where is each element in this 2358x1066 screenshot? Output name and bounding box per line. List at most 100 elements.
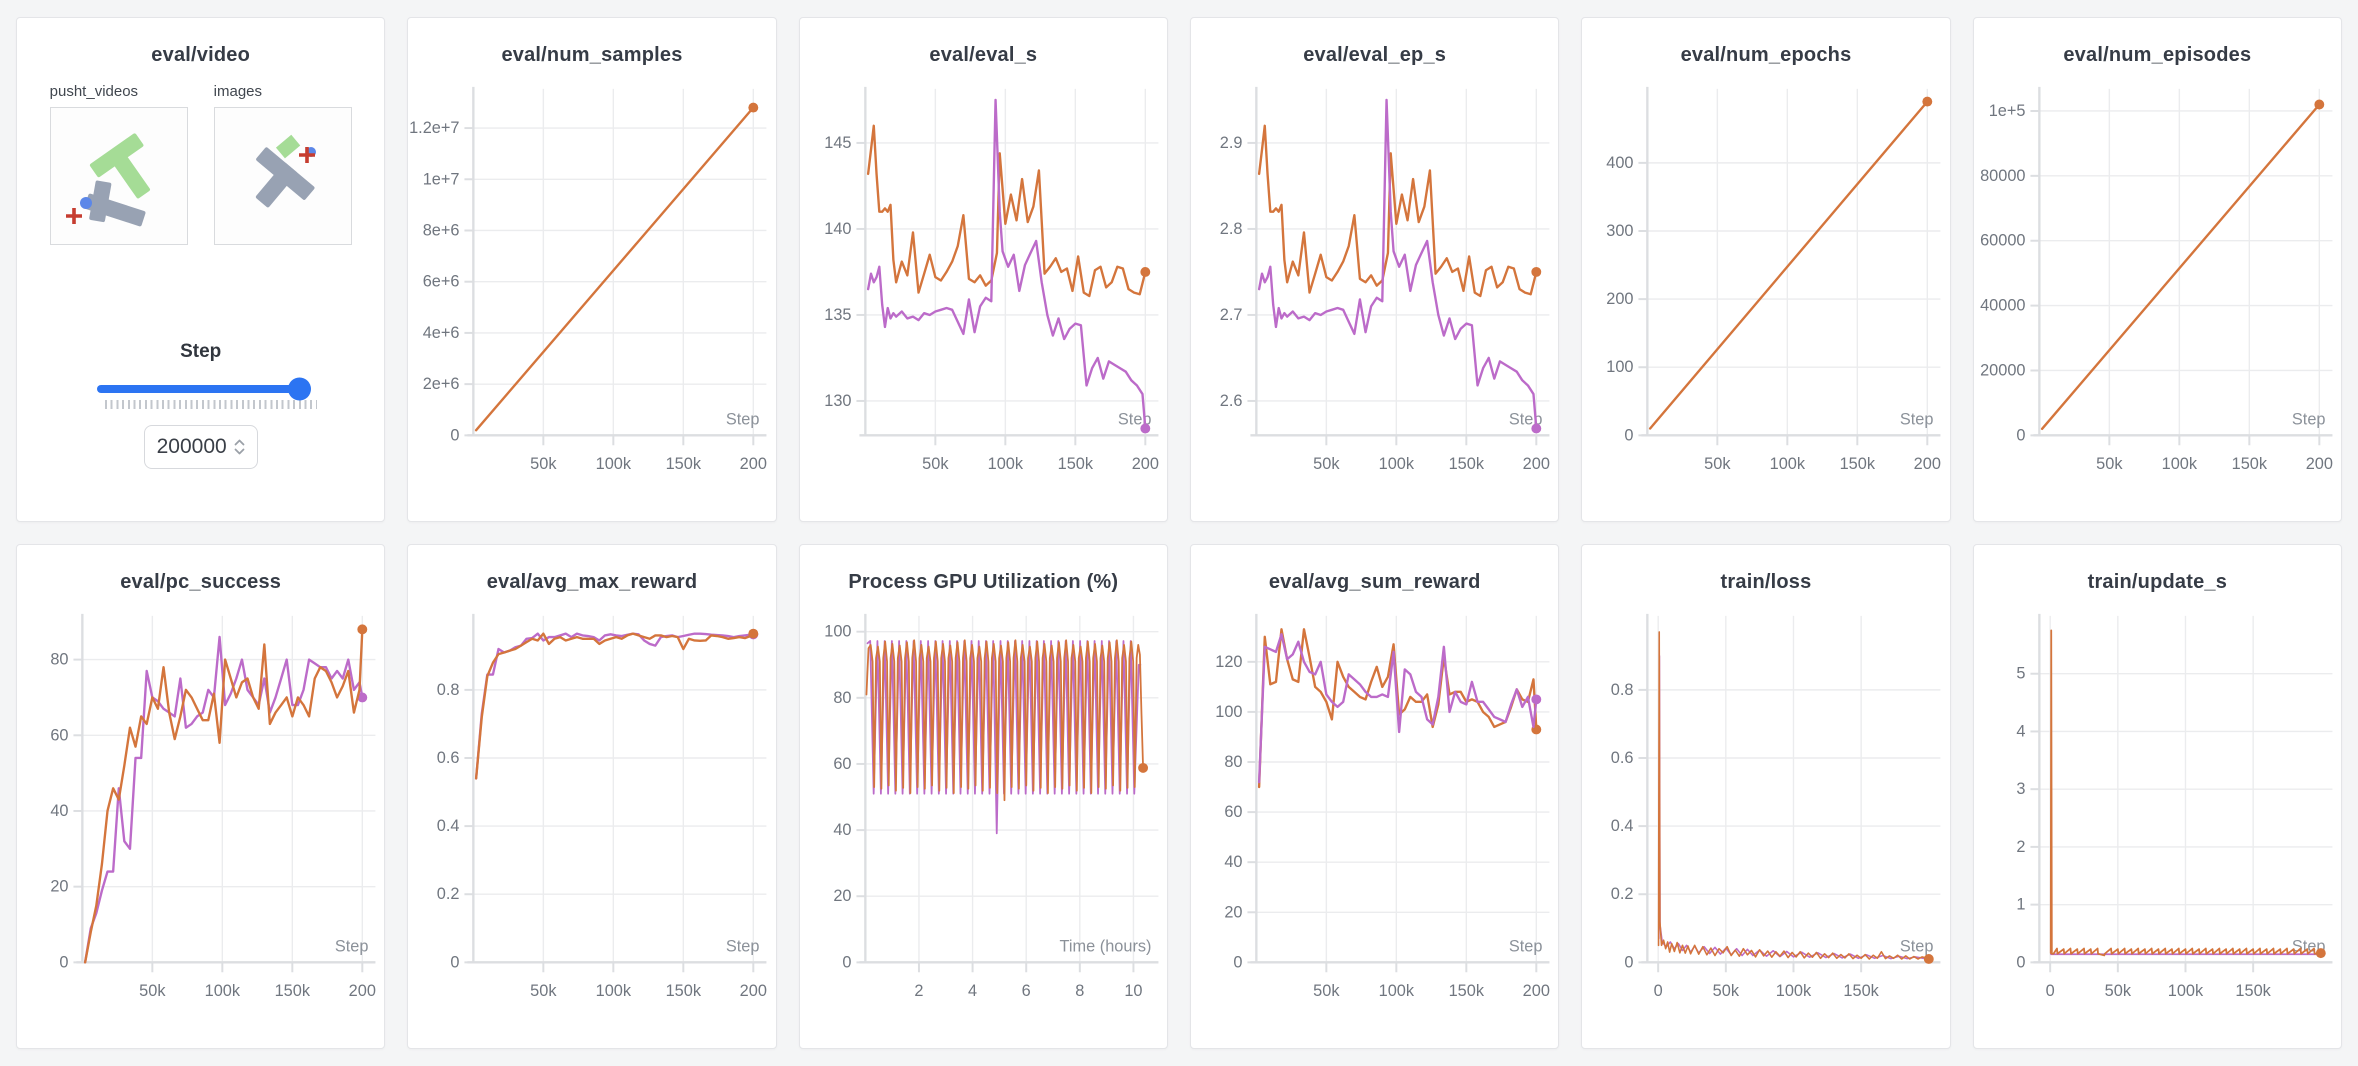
svg-text:150k: 150k [1844,982,1880,1000]
svg-text:Time (hours): Time (hours) [1059,937,1151,955]
pusht-block-t-shape [84,180,146,227]
step-input[interactable]: 200000 [143,425,258,469]
svg-text:100k: 100k [1776,982,1812,1000]
svg-text:120: 120 [1215,653,1242,671]
chart-panel-train-loss: train/loss 0 0.2 0.4 0.6 0.8 0 50k 100k 150k Step [1581,544,1951,1049]
chart-canvas[interactable]: 0 20000 40000 60000 80000 1e+5 50k 100k 150k 200 S… [1974,71,2341,513]
svg-text:50k: 50k [2096,455,2123,473]
svg-text:2.8: 2.8 [1220,220,1243,238]
chevron-up-icon[interactable] [234,439,245,446]
svg-text:100k: 100k [596,455,632,473]
svg-text:Step: Step [2292,410,2326,428]
step-slider-track[interactable] [96,385,305,393]
step-input-value[interactable]: 200000 [156,435,227,458]
svg-text:2.7: 2.7 [1220,306,1243,324]
svg-text:400: 400 [1607,154,1634,172]
pusht-block-t-shape [255,134,315,208]
svg-text:80: 80 [833,689,851,707]
svg-text:4: 4 [968,982,977,1000]
chart-panel-avg-max-reward: eval/avg_max_reward 0 0.2 0.4 0.6 0.8 50k 100k… [407,544,777,1049]
svg-text:100k: 100k [1379,982,1415,1000]
svg-text:50k: 50k [922,455,949,473]
svg-text:2: 2 [2016,838,2025,856]
images-thumbnail[interactable] [213,107,352,245]
chart-title: eval/eval_s [929,44,1038,66]
chart-canvas[interactable]: 0 100 200 300 400 50k 100k 150k 200 Step [1582,71,1949,513]
svg-text:2e+6: 2e+6 [423,375,460,393]
media-figure-pusht-videos: pusht_videos [49,83,188,245]
svg-text:150k: 150k [1449,982,1485,1000]
svg-text:135: 135 [824,306,851,324]
svg-text:0: 0 [451,953,460,971]
svg-text:100k: 100k [1379,455,1415,473]
svg-text:Step: Step [726,410,760,428]
svg-text:8: 8 [1075,982,1084,1000]
svg-text:50k: 50k [531,982,558,1000]
chart-canvas[interactable]: 0 20 40 60 80 100 2 4 6 8 10 Time (hours) [800,598,1167,1040]
svg-text:50k: 50k [139,982,166,1000]
svg-text:100k: 100k [987,455,1023,473]
step-input-spinner[interactable] [234,439,245,455]
svg-text:200: 200 [349,982,376,1000]
svg-text:0: 0 [1625,426,1634,444]
chart-canvas[interactable]: 0 1 2 3 4 5 0 50k 100k 150k Step [1974,598,2341,1040]
svg-text:0: 0 [1233,953,1242,971]
svg-text:0: 0 [59,953,68,971]
chart-canvas[interactable]: 0 0.2 0.4 0.6 0.8 50k 100k 150k 200 Step [408,598,775,1040]
chevron-down-icon[interactable] [234,448,245,455]
chart-canvas[interactable]: 2.6 2.7 2.8 2.9 50k 100k 150k 200 Step [1191,71,1558,513]
svg-text:150k: 150k [666,982,702,1000]
chart-title: train/loss [1720,571,1812,593]
svg-text:6e+6: 6e+6 [423,273,460,291]
svg-text:0.2: 0.2 [437,885,460,903]
svg-text:0.4: 0.4 [1611,817,1634,835]
svg-text:50k: 50k [1313,455,1340,473]
svg-text:150k: 150k [1449,455,1485,473]
svg-text:5: 5 [2016,665,2025,683]
svg-text:Step: Step [1509,937,1543,955]
media-panel: eval/video pusht_videos [16,17,386,522]
svg-text:200: 200 [2305,455,2332,473]
pusht-video-thumbnail[interactable] [49,107,188,245]
svg-text:8e+6: 8e+6 [423,221,460,239]
chart-panel-eval-ep-s: eval/eval_ep_s 2.6 2.7 2.8 2.9 50k 100k 150k 20… [1190,17,1560,522]
chart-title: eval/eval_ep_s [1303,44,1447,66]
svg-text:100k: 100k [1770,455,1806,473]
svg-text:130: 130 [824,392,851,410]
svg-text:0.6: 0.6 [1611,749,1634,767]
svg-text:50k: 50k [1713,982,1740,1000]
chart-canvas[interactable]: 0 20 40 60 80 100 120 50k 100k 150k 200 Step [1191,598,1558,1040]
svg-text:80: 80 [50,651,68,669]
svg-text:200: 200 [1131,455,1158,473]
step-slider-ruler [104,400,317,409]
chart-panel-pc-success: eval/pc_success 0 20 40 60 80 50k 100k 150k 200 S… [16,544,386,1049]
step-slider[interactable] [96,377,311,401]
svg-text:60: 60 [833,755,851,773]
svg-text:2.9: 2.9 [1220,134,1243,152]
svg-text:2.6: 2.6 [1220,392,1243,410]
chart-canvas[interactable]: 0 0.2 0.4 0.6 0.8 0 50k 100k 150k Step [1582,598,1949,1040]
svg-text:0: 0 [2016,426,2025,444]
chart-title: train/update_s [2087,571,2228,593]
svg-text:1: 1 [2016,896,2025,914]
svg-text:4: 4 [2016,722,2025,740]
chart-canvas[interactable]: 0 2e+6 4e+6 6e+6 8e+6 1e+7 1.2e+7 50k 100k 150k 20… [408,71,775,513]
step-slider-block: Step 200000 [17,341,384,469]
svg-text:50k: 50k [1705,455,1732,473]
svg-text:20: 20 [833,887,851,905]
pusht-agent-dot [79,197,92,209]
svg-text:200: 200 [1523,982,1550,1000]
chart-panel-num-episodes: eval/num_episodes 0 20000 40000 60000 80000 1… [1972,17,2342,522]
pusht-env-render [255,134,316,208]
svg-text:145: 145 [824,134,851,152]
svg-text:20: 20 [50,878,68,896]
chart-canvas[interactable]: 130 135 140 145 50k 100k 150k 200 Step [800,71,1167,513]
svg-text:1e+5: 1e+5 [1988,102,2025,120]
svg-text:50k: 50k [2104,982,2131,1000]
chart-title: eval/avg_sum_reward [1268,571,1481,593]
step-slider-thumb[interactable] [287,377,311,401]
chart-canvas[interactable]: 0 20 40 60 80 50k 100k 150k 200 Step [17,598,384,1040]
svg-text:0: 0 [1625,953,1634,971]
svg-text:50k: 50k [531,455,558,473]
